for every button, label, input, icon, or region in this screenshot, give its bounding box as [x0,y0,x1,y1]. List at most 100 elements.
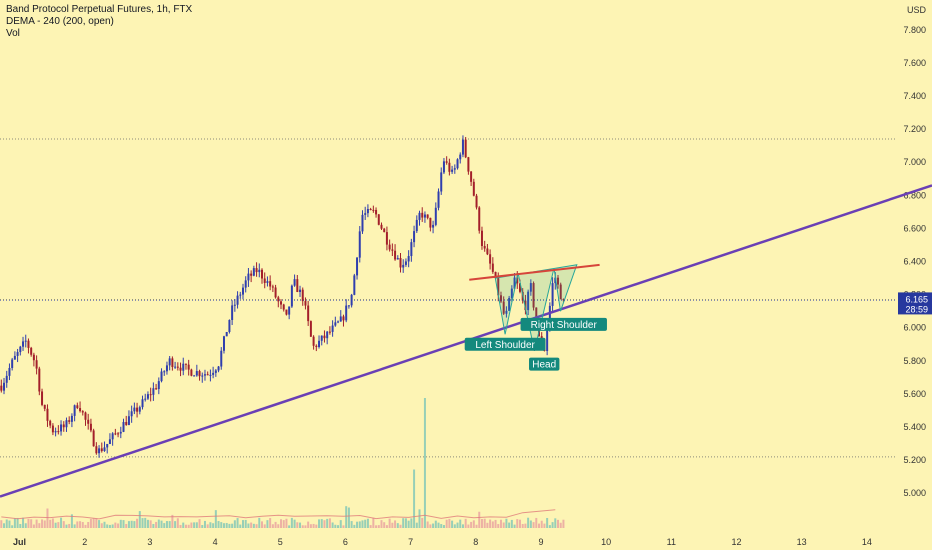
candle-body [65,420,68,428]
candle-body [81,411,84,413]
candle-body [445,161,448,163]
candle-body [24,340,27,342]
candle-body [296,279,299,292]
volume-bar [334,524,337,528]
candle-body [440,172,443,192]
volume-bar [475,524,478,528]
volume-bar [527,517,530,528]
volume-bar [453,524,456,528]
candle-body [472,181,475,196]
volume-bar [537,523,540,528]
x-tick-label: 5 [278,537,283,547]
candle-body [307,305,310,322]
volume-bar [445,519,448,528]
candle-body [179,367,182,371]
volume-bar [532,522,535,528]
volume-bar [70,514,73,528]
volume-bar [529,520,532,528]
candle-body [557,277,560,285]
candle-body [413,231,416,243]
candle-body [404,261,407,265]
pattern-label: Head [529,357,560,371]
candle-body [49,420,52,426]
volume-bar [513,524,516,528]
volume-bar [89,518,92,528]
volume-bar [364,519,367,528]
volume-bar [312,523,315,528]
volume-bar [190,522,193,528]
candle-body [421,212,424,218]
volume-bar [174,521,177,528]
candle-body [13,355,16,360]
candle-body [277,297,280,302]
candle-body [328,331,331,333]
volume-bar [421,517,424,528]
volume-bar [516,519,519,528]
candle-body [518,283,521,292]
candle-body [418,212,421,220]
volume-bar [383,522,386,528]
candle-body [394,250,397,260]
candle-body [312,336,315,346]
volume-bar [206,524,209,528]
x-tick-label: 7 [408,537,413,547]
candle-body [489,254,492,264]
y-tick-label: 7.800 [903,25,926,35]
volume-bar [13,518,16,528]
volume-bar [274,521,277,528]
x-tick-label: 14 [862,537,872,547]
candle-body [76,405,79,409]
volume-bar [380,520,383,528]
volume-bar [222,523,225,528]
volume-bar [402,518,405,528]
volume-bar [559,522,562,528]
neckline [469,263,600,281]
volume-bar [499,519,502,528]
candle-body [119,431,122,434]
volume-bar [459,519,462,528]
volume-bar [491,521,494,528]
candle-body [165,365,168,372]
volume-bar [41,519,44,528]
volume-bar [366,518,369,528]
volume-bar [168,521,171,528]
volume-bar [288,525,291,528]
candle-body [225,331,228,337]
candle-body [410,242,413,257]
volume-bar [440,524,443,528]
candles [0,135,565,458]
volume-bar [141,518,144,528]
candle-body [483,246,486,249]
volume-bar [328,518,331,528]
candle-body [73,405,76,416]
volume-bar [136,518,139,528]
pattern-label-text: Head [532,360,556,371]
candle-body [136,407,139,412]
volume-bar [388,518,391,528]
pattern-label-text: Left Shoulder [475,340,535,351]
candle-body [206,374,209,376]
candle-body [461,139,464,155]
volume-bar [108,524,111,528]
candle-body [559,284,562,300]
candle-body [505,310,508,314]
candle-body [217,366,220,371]
volume-bar [467,524,470,528]
x-tick-label: 3 [147,537,152,547]
candle-body [369,209,372,211]
candle-body [434,207,437,225]
candle-body [318,340,321,347]
volume-bar [114,522,117,528]
volume-bar [133,521,136,528]
volume-bar [111,524,114,528]
candle-body [98,448,101,454]
volume-bar [304,525,307,528]
volume-bar [11,525,14,528]
candle-body [499,295,502,302]
volume-bar [356,521,359,528]
volume-bar [27,518,30,528]
candle-body [266,281,269,283]
